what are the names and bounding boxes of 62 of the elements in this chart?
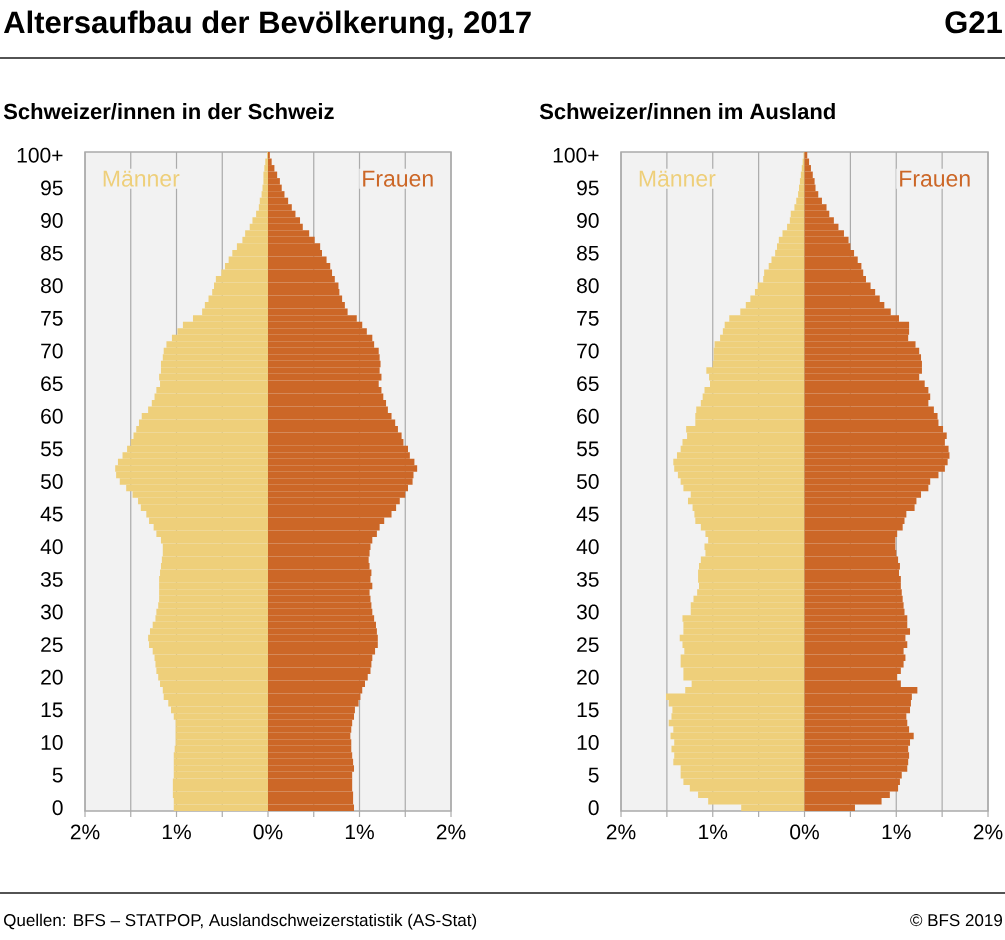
chart-subtitle: Schweizer/innen im Ausland (539, 103, 835, 120)
y-tick-label: 0 (588, 800, 599, 816)
y-tick-label: 20 (41, 669, 63, 685)
x-tick-label: 2% (436, 824, 466, 840)
y-tick-label: 70 (41, 343, 63, 359)
y-tick-label: 15 (577, 702, 599, 718)
y-tick-label: 90 (577, 213, 599, 228)
y-tick-label: 80 (41, 278, 63, 294)
y-tick-label: 60 (41, 408, 63, 424)
y-tick-label: 65 (577, 376, 599, 392)
x-tick-label: 1% (345, 824, 374, 840)
text: Männer (103, 170, 180, 187)
y-tick-label: 5 (52, 767, 63, 783)
y-tick-label: 55 (576, 441, 599, 457)
x-tick-label: 2% (606, 824, 636, 840)
chart-subtitle: Schweizer/innen in der Schweiz (3, 103, 334, 120)
y-tick-label: 50 (40, 474, 63, 489)
y-tick-label: 25 (41, 637, 63, 653)
x-tick-label: 1% (882, 824, 911, 840)
x-tick-label: 1% (699, 824, 728, 840)
y-tick-label: 70 (577, 343, 599, 359)
y-tick-label: 90 (41, 213, 63, 228)
y-tick-label: 10 (41, 735, 63, 750)
y-tick-label: 40 (40, 539, 63, 555)
text: Frauen (363, 170, 433, 187)
y-tick-label: 10 (577, 735, 599, 750)
y-tick-label: 85 (577, 245, 599, 261)
x-tick-label: 1% (162, 824, 191, 840)
y-tick-label: 65 (41, 376, 63, 392)
x-tick-label: 0% (790, 824, 819, 840)
y-tick-label: 95 (41, 180, 63, 196)
y-tick-label: 75 (577, 311, 599, 326)
y-tick-label: 95 (577, 180, 599, 196)
y-tick-label: 30 (40, 604, 63, 620)
y-tick-label: 75 (41, 311, 63, 326)
y-tick-label: 35 (40, 571, 63, 587)
y-tick-label: 20 (577, 669, 599, 685)
text: G21 (945, 11, 1002, 34)
y-tick-label: 30 (576, 604, 599, 620)
y-tick-label: 85 (41, 245, 63, 261)
x-tick-label: 0% (253, 824, 283, 840)
y-tick-label: 25 (577, 637, 599, 653)
source-note: Quellen: BFS – STATPOP, Auslandschweizerstatistik (AS-Stat) (4, 913, 477, 930)
y-tick-label: 40 (576, 539, 599, 555)
y-tick-label: 100+ (17, 147, 63, 163)
y-tick-label: 60 (577, 408, 599, 424)
y-tick-label: 100+ (553, 147, 599, 163)
y-tick-label: 5 (588, 767, 599, 783)
y-tick-label: 45 (576, 506, 599, 522)
chart-title: Altersaufbau der Bevölkerung, 2017 (3, 10, 531, 40)
y-tick-label: 35 (576, 571, 599, 587)
y-tick-label: 45 (40, 506, 63, 522)
text: Frauen (900, 170, 970, 187)
y-tick-label: 0 (52, 800, 63, 816)
y-tick-label: 80 (577, 278, 599, 294)
x-tick-label: 2% (973, 824, 1003, 840)
y-tick-label: 15 (41, 702, 63, 718)
y-tick-label: 55 (40, 441, 63, 457)
y-tick-label: 50 (576, 474, 599, 489)
text: Männer (639, 170, 716, 187)
text: © BFS 2019 (910, 914, 1002, 927)
x-tick-label: 2% (70, 824, 100, 840)
